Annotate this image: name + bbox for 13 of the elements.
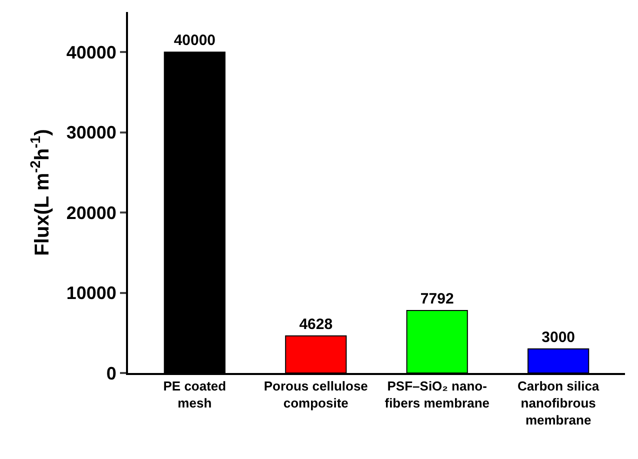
y-tick-label: 10000 (66, 283, 116, 304)
data-label: 40000 (174, 32, 216, 50)
x-tick-label: PE coated mesh (163, 378, 226, 410)
x-tick-label: PSF–SiO₂ nano- fibers membrane (384, 378, 490, 410)
data-label: 7792 (420, 290, 454, 308)
data-label: 3000 (542, 328, 576, 346)
x-tick-label: Porous cellulose composite (264, 378, 368, 410)
y-tick-label: 40000 (66, 42, 116, 62)
y-tick-label: 20000 (66, 202, 116, 223)
y-tick-label: 0 (106, 363, 116, 384)
data-label: 4628 (299, 316, 333, 333)
x-tick-label: Carbon silica nanofibrous membrane (518, 378, 600, 428)
y-tick-label: 30000 (66, 122, 116, 143)
